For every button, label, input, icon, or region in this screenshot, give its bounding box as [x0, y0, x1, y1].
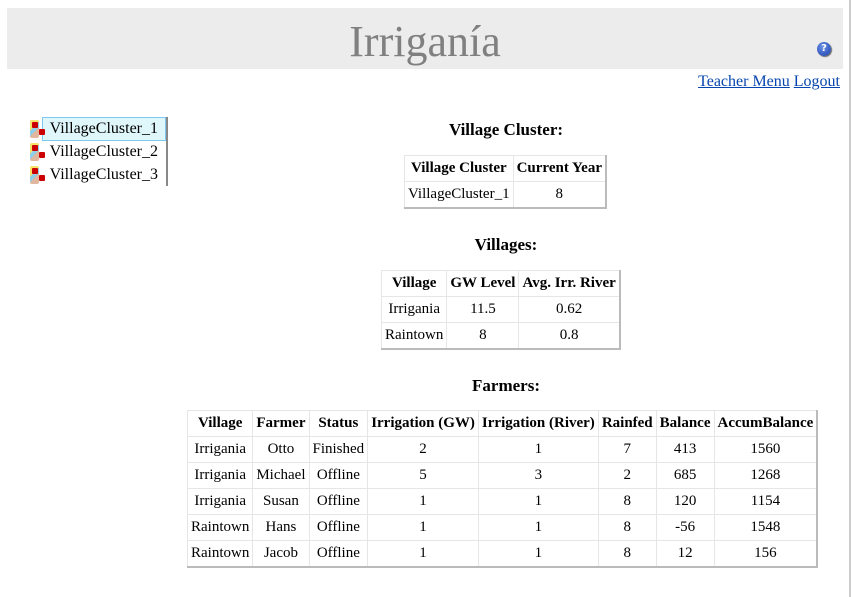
table-cell: VillageCluster_1 [404, 181, 514, 209]
table-cell: 1 [477, 514, 599, 541]
tree-item-label: VillageCluster_3 [49, 165, 158, 183]
table-row: Irrigania 11.5 0.62 [380, 296, 621, 323]
column-header: Irrigation (GW) [367, 410, 479, 437]
table-cell: 12 [655, 540, 715, 568]
table-cell: 0.8 [518, 322, 621, 350]
table-cell: 11.5 [446, 296, 520, 323]
page-border [849, 0, 851, 597]
cluster-tree: VillageCluster_1 VillageCluster_2 Villag… [30, 116, 168, 186]
table-cell: 156 [713, 540, 818, 568]
tree-item-villagecluster-1[interactable]: VillageCluster_1 [30, 116, 166, 141]
table-row: Raintown 8 0.8 [380, 322, 621, 350]
table-cell: 1 [367, 488, 479, 515]
app-header: Irriganía ? [7, 8, 843, 69]
table-row: Irrigania Michael Offline 5 3 2 685 1268 [186, 462, 818, 489]
column-header: Village [380, 270, 448, 297]
table-cell: Irrigania [186, 462, 254, 489]
village-cluster-icon [30, 165, 45, 184]
table-cell: Susan [252, 488, 310, 515]
table-cell: 1268 [713, 462, 818, 489]
table-cell: 1 [477, 436, 599, 463]
table-cell: 413 [655, 436, 715, 463]
column-header: Village Cluster [404, 155, 514, 182]
header-row: Village Cluster Current Year [404, 155, 607, 182]
column-header: Avg. Irr. River [518, 270, 621, 297]
column-header: Current Year [512, 155, 607, 182]
table-cell: 1 [477, 488, 599, 515]
table-cell: 120 [655, 488, 715, 515]
column-header: Village [186, 410, 254, 437]
table-row: Irrigania Susan Offline 1 1 8 120 1154 [186, 488, 818, 515]
tree-item-villagecluster-2[interactable]: VillageCluster_2 [30, 140, 166, 163]
table-cell: 7 [597, 436, 657, 463]
table-cell: Finished [308, 436, 369, 463]
table-cell: 8 [446, 322, 520, 350]
app-title: Irriganía [349, 17, 501, 66]
table-cell: 685 [655, 462, 715, 489]
column-header: Farmer [252, 410, 310, 437]
header-row: Village Farmer Status Irrigation (GW) Irriga… [186, 410, 818, 437]
table-row: Irrigania Otto Finished 2 1 7 413 1560 [186, 436, 818, 463]
table-cell: Michael [252, 462, 310, 489]
column-header: Irrigation (River) [477, 410, 599, 437]
table-cell: 1 [477, 540, 599, 568]
column-header: AccumBalance [713, 410, 818, 437]
table-cell: Hans [252, 514, 310, 541]
table-cell: 8 [597, 488, 657, 515]
table-cell: 1154 [713, 488, 818, 515]
table-cell: 1560 [713, 436, 818, 463]
villages-heading: Villages: [474, 235, 538, 254]
column-header: GW Level [446, 270, 520, 297]
table-cell: Offline [308, 540, 369, 568]
table-cell: Irrigania [380, 296, 448, 323]
table-cell: 1 [367, 514, 479, 541]
cluster-table: Village Cluster Current Year VillageCluste… [404, 155, 607, 209]
teacher-menu-link[interactable]: Teacher Menu [698, 73, 790, 90]
tree-item-villagecluster-3[interactable]: VillageCluster_3 [30, 163, 166, 186]
villages-table: Village GW Level Avg. Irr. River Irrigania 1… [380, 270, 621, 350]
table-cell: 5 [367, 462, 479, 489]
column-header: Balance [655, 410, 715, 437]
table-row: Raintown Hans Offline 1 1 8 -56 1548 [186, 514, 818, 541]
header-row: Village GW Level Avg. Irr. River [380, 270, 621, 297]
cluster-heading: Village Cluster: [448, 120, 564, 139]
table-row: Raintown Jacob Offline 1 1 8 12 156 [186, 540, 818, 568]
table-cell: Raintown [186, 540, 254, 568]
village-cluster-icon [30, 119, 45, 138]
table-cell: 2 [597, 462, 657, 489]
table-cell: 8 [597, 514, 657, 541]
table-cell: 8 [597, 540, 657, 568]
logout-link[interactable]: Logout [793, 73, 840, 90]
table-cell: Raintown [380, 322, 448, 350]
column-header: Rainfed [597, 410, 657, 437]
table-cell: 3 [477, 462, 599, 489]
tree-item-label: VillageCluster_1 [41, 116, 166, 141]
table-cell: Offline [308, 488, 369, 515]
table-cell: Irrigania [186, 436, 254, 463]
table-cell: Raintown [186, 514, 254, 541]
table-cell: 0.62 [518, 296, 621, 323]
help-icon[interactable]: ? [817, 42, 831, 56]
village-cluster-icon [30, 142, 45, 161]
table-cell: 1548 [713, 514, 818, 541]
table-cell: 1 [367, 540, 479, 568]
table-cell: Offline [308, 514, 369, 541]
table-row: VillageCluster_1 8 [404, 181, 607, 209]
table-cell: 8 [512, 181, 607, 209]
table-cell: Offline [308, 462, 369, 489]
top-links: Teacher Menu Logout [698, 73, 840, 91]
column-header: Status [308, 410, 369, 437]
table-cell: Jacob [252, 540, 310, 568]
tree-item-label: VillageCluster_2 [49, 142, 158, 160]
farmers-table: Village Farmer Status Irrigation (GW) Irriga… [186, 410, 819, 568]
table-cell: Otto [252, 436, 310, 463]
table-cell: Irrigania [186, 488, 254, 515]
farmers-heading: Farmers: [472, 376, 540, 395]
table-cell: 2 [367, 436, 479, 463]
table-cell: -56 [655, 514, 715, 541]
